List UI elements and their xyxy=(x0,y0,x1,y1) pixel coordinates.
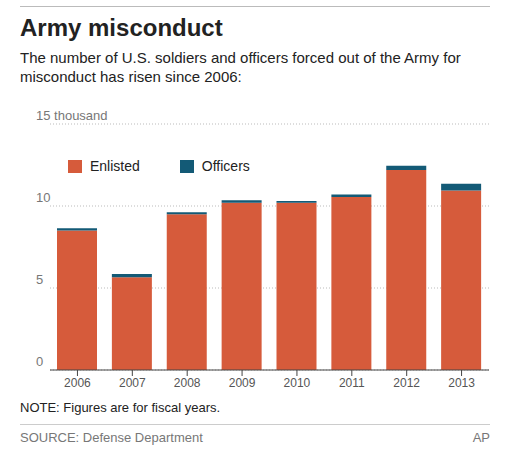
svg-text:2007: 2007 xyxy=(119,376,146,390)
html-text:AP: AP xyxy=(472,430,490,445)
html-text:The number of U.S. soldiers an: The number of U.S. soldiers and officers… xyxy=(20,49,461,85)
html-text:Officers: Officers xyxy=(201,158,250,174)
svg-text:2013: 2013 xyxy=(448,376,475,390)
html-text:Army misconduct: Army misconduct xyxy=(20,14,223,41)
svg-text:10: 10 xyxy=(36,190,50,205)
svg-text:15 thousand: 15 thousand xyxy=(36,110,108,123)
svg-text:2010: 2010 xyxy=(284,376,311,390)
svg-text:0: 0 xyxy=(36,354,43,369)
html-text:Enlisted: Enlisted xyxy=(90,158,140,174)
svg-text:2012: 2012 xyxy=(393,376,420,390)
svg-text:2009: 2009 xyxy=(229,376,256,390)
svg-text:2008: 2008 xyxy=(174,376,201,390)
svg-text:2006: 2006 xyxy=(64,376,91,390)
html-text:SOURCE: Defense Department: SOURCE: Defense Department xyxy=(20,430,203,445)
svg-text:2011: 2011 xyxy=(339,376,365,390)
html-text:NOTE: Figures are for fiscal y: NOTE: Figures are for fiscal years. xyxy=(20,400,221,415)
svg-text:5: 5 xyxy=(36,272,43,287)
